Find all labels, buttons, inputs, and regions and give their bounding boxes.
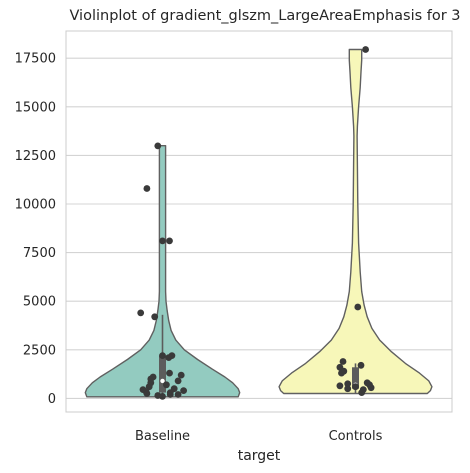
data-point [159,393,166,400]
x-tick-label: Controls [329,429,383,444]
data-point [344,385,352,393]
data-point [166,391,174,398]
y-tick-label: 10000 [15,198,56,213]
data-point [336,382,344,390]
x-axis-title: target [238,448,281,464]
median-marker [160,378,165,384]
data-point [159,237,166,245]
data-point [163,381,170,389]
data-point [362,46,369,53]
data-point [358,389,366,396]
y-tick-label: 0 [48,392,56,407]
data-point [344,380,352,388]
y-tick-label: 7500 [23,246,56,261]
data-point [165,354,173,361]
data-point [352,383,359,391]
y-tick-label: 2500 [23,343,56,358]
data-point [174,391,182,398]
y-tick-label: 5000 [23,295,56,310]
data-point [143,185,151,192]
chart-title: Violinplot of gradient_glszm_LargeAreaEm… [69,8,460,24]
x-axis-tick-labels: Baseline Controls [135,429,383,444]
data-point [339,358,347,365]
data-point [166,237,173,245]
data-point [137,309,145,317]
y-gridlines [66,57,452,399]
data-point [177,371,185,379]
data-point [357,361,365,369]
y-tick-label: 17500 [15,52,56,67]
data-point [151,313,159,321]
data-point [338,369,345,377]
violin-controls [278,48,433,395]
y-tick-label: 15000 [15,100,56,115]
violins [84,48,433,398]
data-point [143,390,151,397]
y-tick-label: 12500 [15,149,56,164]
box-baseline [159,355,166,393]
data-point [145,383,153,391]
data-point [180,387,188,394]
x-tick-label: Baseline [135,429,190,444]
data-point [174,377,182,385]
data-point [367,384,375,392]
box-controls [352,367,359,389]
data-point [354,303,362,311]
y-axis-tick-labels: 0 2500 5000 7500 10000 12500 15000 17500 [15,52,56,407]
data-point [154,142,162,150]
data-point [159,352,166,359]
strip-points [137,46,375,400]
plot-frame [65,30,453,413]
data-point [166,369,173,377]
